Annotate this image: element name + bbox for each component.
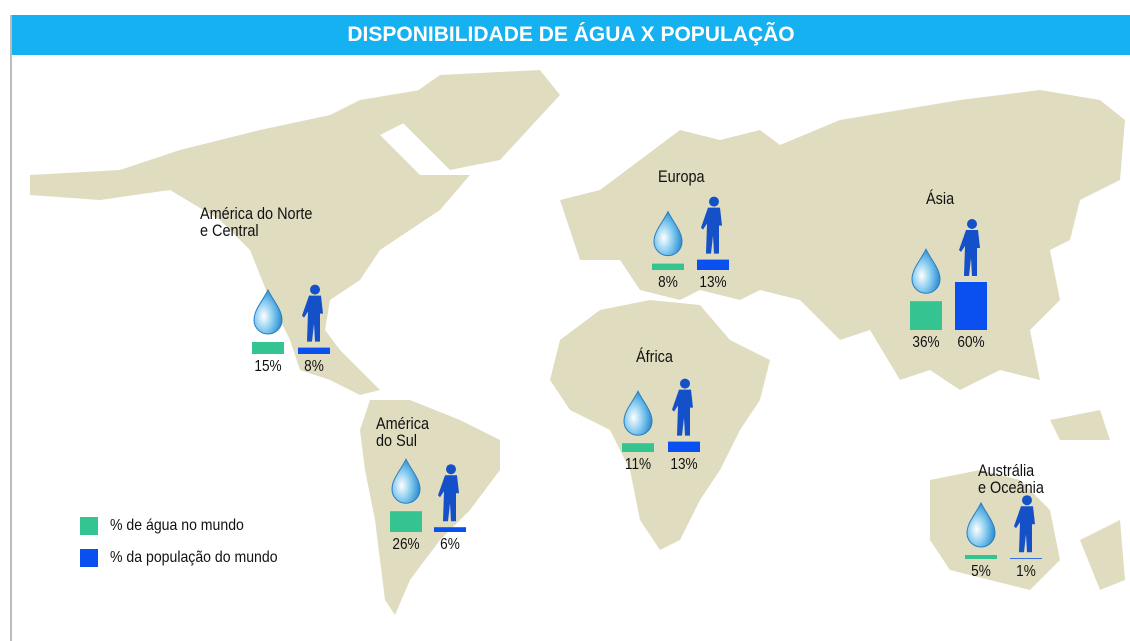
person-head [680,378,690,389]
legend-swatch [80,549,98,567]
value-label: 15% [254,358,282,375]
region-label: África [636,347,673,366]
person-head [967,219,977,229]
region-label: América do Sul [376,414,430,450]
value-label: 26% [392,536,420,553]
value-label: 8% [304,358,324,375]
greenland [390,70,560,170]
bar [390,511,422,532]
bar [697,259,729,270]
value-label: 60% [957,334,985,351]
value-label: 8% [658,274,678,291]
drop-icon [623,390,653,436]
value-label: 13% [670,456,698,473]
legend-swatch [80,517,98,535]
person-head [446,464,456,475]
value-label: 6% [440,536,460,553]
person-body [302,295,323,342]
person-icon [701,196,722,254]
person-body [1014,506,1035,553]
bar [668,441,700,452]
bar [965,555,997,559]
drop-icon [966,501,996,548]
legend-label: % da população do mundo [110,549,278,566]
drop-icon [253,288,283,335]
value-label: 13% [699,274,727,291]
island [1080,520,1125,590]
drop-icon [653,210,683,257]
person-icon [438,464,459,522]
bar [252,342,284,354]
region-label: Europa [658,167,705,186]
drop-icon [391,458,421,504]
person-body [438,475,459,522]
person-icon [959,219,980,276]
person-icon [1014,495,1035,553]
title: DISPONIBILIDADE DE ÁGUA X POPULAÇÃO [12,15,1130,55]
person-head [310,284,320,295]
person-body [672,389,693,436]
bar [434,527,466,532]
legend-label: % de água no mundo [110,517,244,534]
person-icon [672,378,693,436]
island [1050,410,1110,440]
value-label: 5% [971,563,991,580]
value-label: 36% [912,334,940,351]
bar [652,263,684,270]
africa [550,300,770,550]
person-head [709,196,719,207]
value-label: 11% [624,456,652,473]
region-label: Austrália e Oceânia [978,461,1044,497]
region-label: Ásia [926,189,955,208]
bar [298,347,330,354]
person-icon [302,284,323,342]
person-body [701,207,722,254]
bar [910,301,942,330]
bar [622,443,654,452]
drop-icon [911,248,941,294]
person-body [959,230,980,276]
value-label: 1% [1016,563,1036,580]
south-america [360,400,500,615]
bar [955,282,987,330]
bar [1010,558,1042,559]
person-head [1022,495,1032,506]
region-label: América do Norte e Central [200,204,313,240]
north-america [30,90,470,395]
